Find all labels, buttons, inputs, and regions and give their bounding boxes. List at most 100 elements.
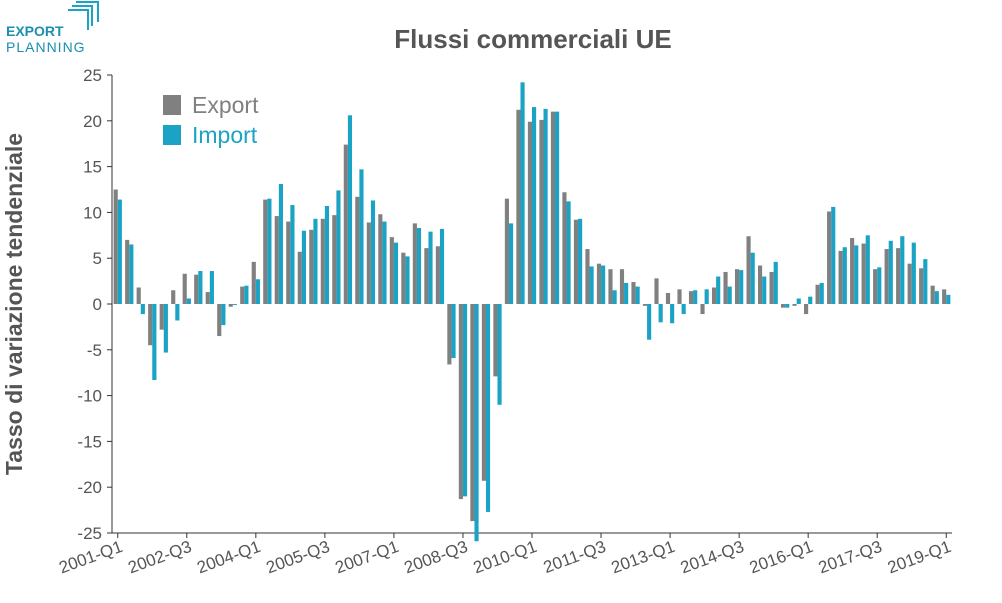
bar: [474, 304, 479, 542]
bar: [347, 115, 353, 304]
bar: [117, 199, 122, 304]
bar: [796, 298, 801, 304]
bar: [555, 111, 560, 304]
bar: [543, 108, 548, 304]
bar: [642, 304, 648, 306]
bar: [520, 82, 525, 304]
bar: [596, 263, 602, 304]
bar: [624, 282, 629, 304]
bar: [654, 278, 659, 304]
legend-label: Import: [192, 122, 258, 148]
bar: [382, 221, 387, 304]
bar: [550, 111, 556, 304]
bar: [148, 304, 153, 346]
bar: [263, 199, 268, 304]
chart-title: Flussi commerciali UE: [394, 24, 671, 54]
bar: [140, 304, 145, 315]
bar: [619, 269, 625, 304]
bar: [635, 286, 640, 304]
bar: [217, 304, 222, 337]
bar: [739, 270, 744, 304]
bar: [578, 218, 583, 304]
bar: [481, 304, 486, 481]
bar: [861, 243, 866, 304]
bar: [804, 304, 809, 315]
bar: [585, 249, 590, 304]
bar: [209, 271, 214, 304]
bar: [297, 251, 302, 304]
bar: [911, 242, 916, 304]
bar: [274, 216, 279, 304]
bar: [562, 192, 567, 304]
bar: [532, 107, 537, 304]
bar: [324, 205, 330, 304]
bar: [320, 218, 325, 304]
bar: [355, 196, 360, 304]
bar: [240, 286, 245, 304]
bar: [405, 256, 410, 304]
x-tick-label: 2014-Q3: [678, 537, 747, 577]
bar: [228, 304, 233, 307]
x-tick-label: 2019-Q1: [885, 537, 954, 577]
bar: [900, 236, 905, 304]
bar: [428, 231, 433, 304]
bar: [838, 250, 843, 304]
bar: [389, 237, 394, 304]
x-tick-label: 2007-Q1: [333, 537, 402, 577]
bar: [313, 218, 318, 304]
bar: [785, 304, 790, 308]
bar: [930, 285, 935, 304]
bar: [278, 184, 283, 304]
y-tick-label: 15: [83, 158, 102, 177]
x-tick-label: 2005-Q3: [264, 537, 333, 577]
bar: [393, 242, 399, 304]
legend-swatch: [163, 95, 181, 115]
bar: [336, 190, 341, 304]
bar: [589, 266, 594, 304]
bar: [815, 284, 820, 304]
bar: [113, 189, 118, 304]
bar: [688, 291, 694, 304]
y-tick-label: -25: [77, 524, 102, 543]
bar: [757, 265, 763, 304]
bar: [873, 269, 878, 304]
x-tick-label: 2017-Q3: [816, 537, 885, 577]
legend-label: Export: [192, 92, 259, 118]
y-tick-label: -5: [87, 341, 102, 360]
bar: [497, 304, 502, 405]
bar: [129, 244, 134, 304]
bar: [232, 304, 237, 305]
y-tick-label: 25: [83, 66, 102, 85]
bar: [566, 201, 571, 304]
bar: [485, 304, 491, 512]
bar: [923, 259, 928, 304]
y-tick-label: 20: [83, 112, 102, 131]
bar: [723, 271, 728, 304]
bar: [631, 282, 636, 304]
logo-text: PLANNING: [6, 39, 86, 55]
bar: [359, 169, 364, 304]
bar: [186, 298, 191, 304]
bar: [677, 289, 682, 304]
bar: [831, 206, 836, 304]
bar: [470, 304, 475, 522]
bar: [612, 290, 617, 304]
bar: [601, 265, 606, 304]
bar: [267, 198, 272, 304]
bar: [907, 263, 912, 304]
bar: [919, 268, 924, 304]
legend-swatch: [163, 125, 181, 145]
bar: [658, 304, 663, 323]
bar: [435, 246, 440, 304]
bar: [670, 304, 675, 324]
bar: [366, 222, 371, 304]
bar: [946, 294, 951, 304]
bar: [781, 304, 786, 308]
bar: [309, 229, 314, 304]
bar: [693, 290, 698, 304]
bar: [827, 211, 832, 304]
bar: [370, 200, 376, 304]
bar: [842, 247, 847, 304]
y-tick-label: 5: [93, 249, 102, 268]
